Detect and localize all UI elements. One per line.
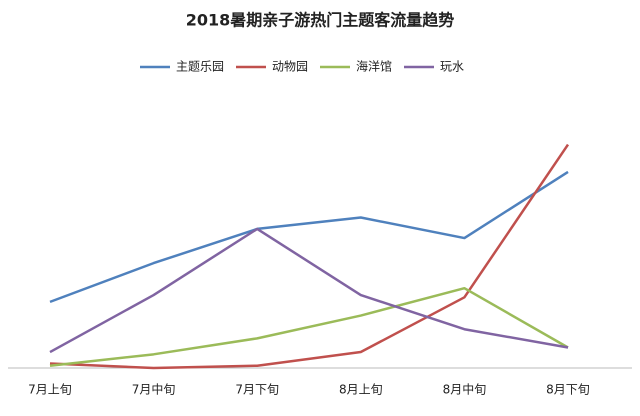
series-line (49, 170, 569, 304)
x-tick-label: 7月下旬 (235, 383, 279, 397)
x-tick-label: 8月下旬 (546, 383, 590, 397)
legend-label: 动物园 (272, 60, 308, 74)
x-tick-label: 7月中旬 (132, 382, 176, 397)
legend-label: 玩水 (440, 60, 464, 74)
legend-label: 海洋馆 (356, 59, 392, 74)
x-tick-label: 7月上旬 (28, 383, 72, 397)
x-tick-label: 8月上旬 (339, 383, 383, 397)
series-line (49, 227, 569, 354)
chart-title: 2018暑期亲子游热门主题客流量趋势 (186, 11, 455, 30)
legend-label: 主题乐园 (176, 60, 224, 74)
x-tick-label: 8月中旬 (443, 382, 487, 397)
series-line (49, 286, 569, 367)
series-line (49, 143, 570, 370)
